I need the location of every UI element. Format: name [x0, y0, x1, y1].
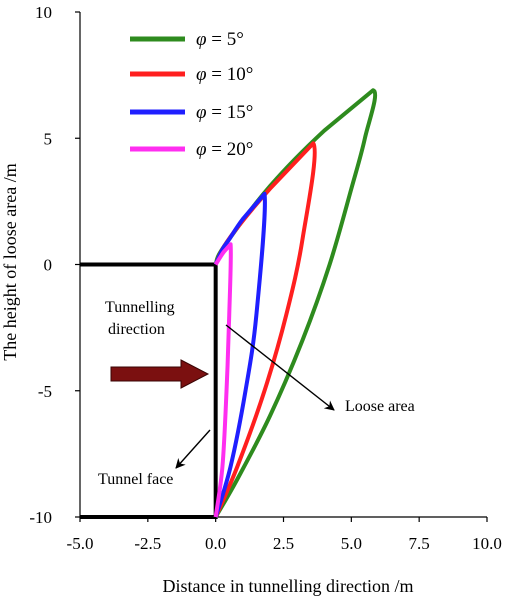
legend-label-phi-10: φ = 10°: [196, 64, 253, 85]
x-tick-label: 7.5: [409, 534, 430, 553]
legend: φ = 5° φ = 10° φ = 15° φ = 20°: [130, 29, 253, 160]
x-tick-label: 2.5: [273, 534, 294, 553]
axis-ticks: [75, 11, 488, 522]
series-line-phi-15: [213, 191, 267, 518]
y-tick-label: 10: [35, 3, 52, 22]
y-tick-label: -5: [38, 382, 52, 401]
tunnel-face-pointer: [175, 429, 211, 469]
tunnelling-direction-arrow: [110, 359, 210, 389]
x-tick-label: 0.0: [205, 534, 226, 553]
x-axis-title: Distance in tunnelling direction /m: [163, 576, 414, 596]
y-tick-label: 5: [44, 129, 53, 148]
series-line-phi-20: [213, 242, 233, 518]
series-layer: [213, 88, 378, 518]
annotation-tunnelling: Tunnelling: [105, 299, 175, 316]
annotation-loose-area: Loose area: [345, 398, 415, 415]
annotation-tunnel-face: Tunnel face: [98, 471, 173, 488]
legend-label-phi-20: φ = 20°: [196, 139, 253, 160]
x-tick-label: -2.5: [134, 534, 161, 553]
axis-tick-labels: -5.0 -2.5 0.0 2.5 5.0 7.5 10.0 -10 -5 0 5 10: [29, 3, 502, 553]
annotation-direction: direction: [108, 321, 165, 338]
x-tick-label: 10.0: [472, 534, 502, 553]
legend-label-phi-5: φ = 5°: [196, 29, 244, 50]
loose-area-pointer: [225, 324, 335, 411]
y-axis-title: The height of loose area /m: [0, 163, 20, 360]
y-tick-label: 0: [44, 256, 53, 275]
x-tick-label: 5.0: [341, 534, 362, 553]
y-tick-label: -10: [29, 508, 52, 527]
tunnel-outline: [80, 262, 218, 519]
legend-label-phi-15: φ = 15°: [196, 102, 253, 123]
x-tick-label: -5.0: [67, 534, 94, 553]
